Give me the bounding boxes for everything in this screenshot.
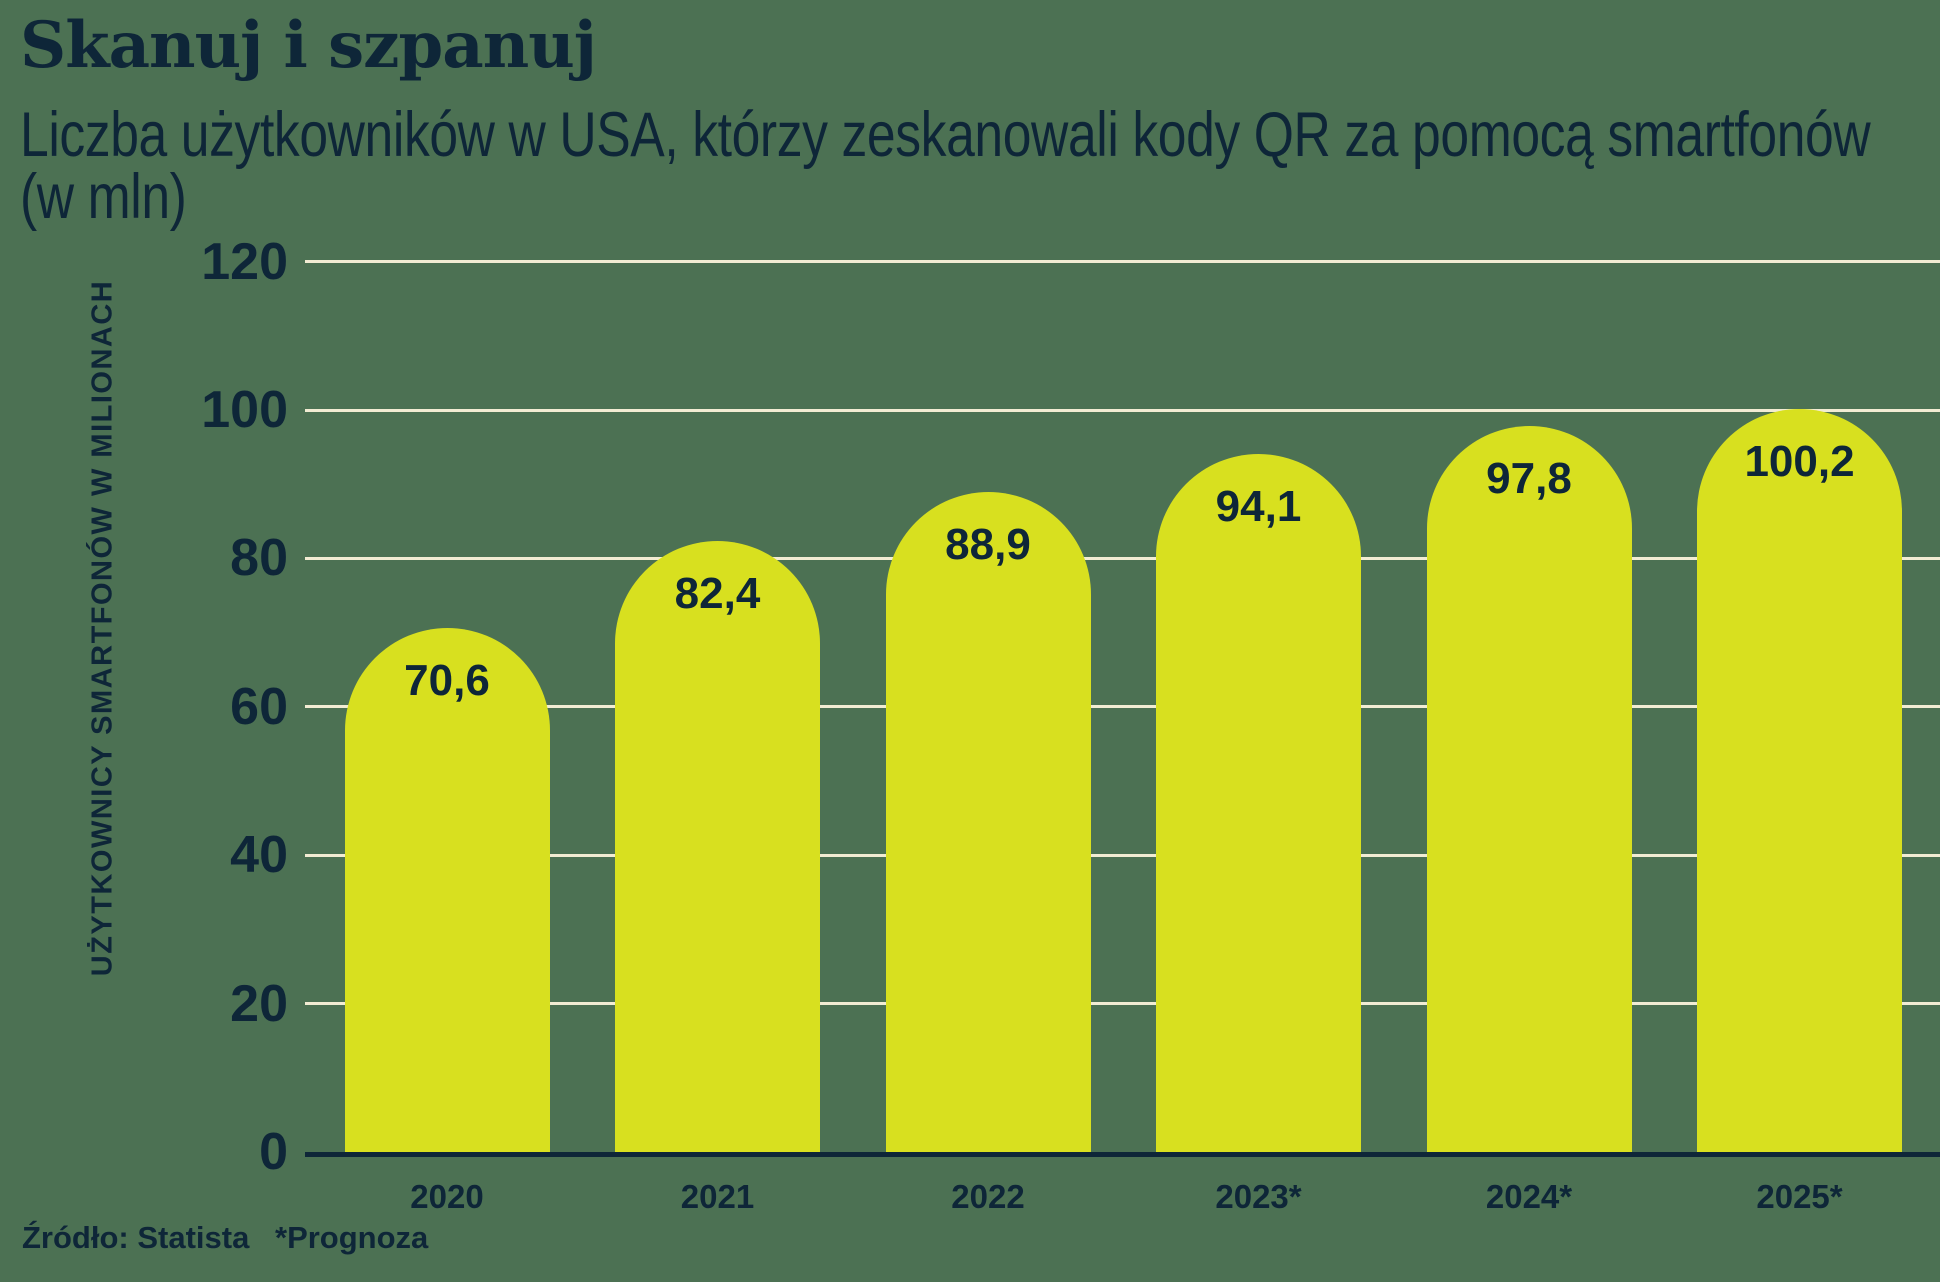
bar-2022 bbox=[885, 492, 1091, 1152]
bar-value-2024*: 97,8 bbox=[1486, 454, 1572, 504]
gridline-40 bbox=[305, 853, 1940, 857]
x-tick-label-2021: 2021 bbox=[680, 1178, 755, 1215]
source-credit: Źródło: Statista bbox=[22, 1220, 250, 1255]
gridline-60 bbox=[305, 705, 1940, 709]
bar-2025* bbox=[1697, 408, 1902, 1152]
x-tick-label-2020: 2020 bbox=[410, 1178, 484, 1215]
chart-subtitle: Liczba użytkowników w USA, którzy zeskan… bbox=[20, 100, 1871, 232]
page-title: Skanuj i szpanuj bbox=[20, 8, 597, 83]
gridline-20 bbox=[305, 1002, 1940, 1006]
x-tick-label-2024*: 2024* bbox=[1485, 1178, 1573, 1215]
gridline-120 bbox=[305, 260, 1940, 264]
y-tick-label-40: 40 bbox=[230, 826, 288, 885]
y-tick-label-20: 20 bbox=[230, 974, 288, 1033]
bar-value-2025*: 100,2 bbox=[1744, 436, 1855, 486]
bar-2023* bbox=[1156, 453, 1361, 1152]
y-tick-label-100: 100 bbox=[201, 381, 288, 439]
x-tick-label-2025*: 2025* bbox=[1756, 1178, 1843, 1215]
chart-subtitle-line1: Liczba użytkowników w USA, którzy zeskan… bbox=[20, 100, 1871, 170]
gridline-100 bbox=[305, 408, 1940, 412]
x-tick-label-2022: 2022 bbox=[951, 1178, 1025, 1215]
bar-value-2023*: 94,1 bbox=[1215, 481, 1302, 531]
bar-value-2022: 88,9 bbox=[945, 520, 1031, 570]
bar-value-2021: 82,4 bbox=[674, 568, 761, 618]
y-tick-label-0: 0 bbox=[259, 1123, 288, 1181]
y-tick-label-80: 80 bbox=[230, 529, 288, 588]
x-axis-line bbox=[305, 1152, 1940, 1157]
bar-2020 bbox=[344, 628, 550, 1152]
bar-2024* bbox=[1426, 426, 1632, 1152]
forecast-note: *Prognoza bbox=[275, 1220, 429, 1255]
x-tick-label-2023*: 2023* bbox=[1215, 1178, 1302, 1215]
gridline-80 bbox=[305, 556, 1940, 560]
chart-subtitle-line2: (w mln) bbox=[20, 162, 187, 232]
y-tick-label-120: 120 bbox=[201, 232, 288, 291]
y-tick-label-60: 60 bbox=[230, 677, 288, 736]
bar-2021 bbox=[615, 540, 820, 1152]
bar-value-2020: 70,6 bbox=[404, 656, 490, 706]
